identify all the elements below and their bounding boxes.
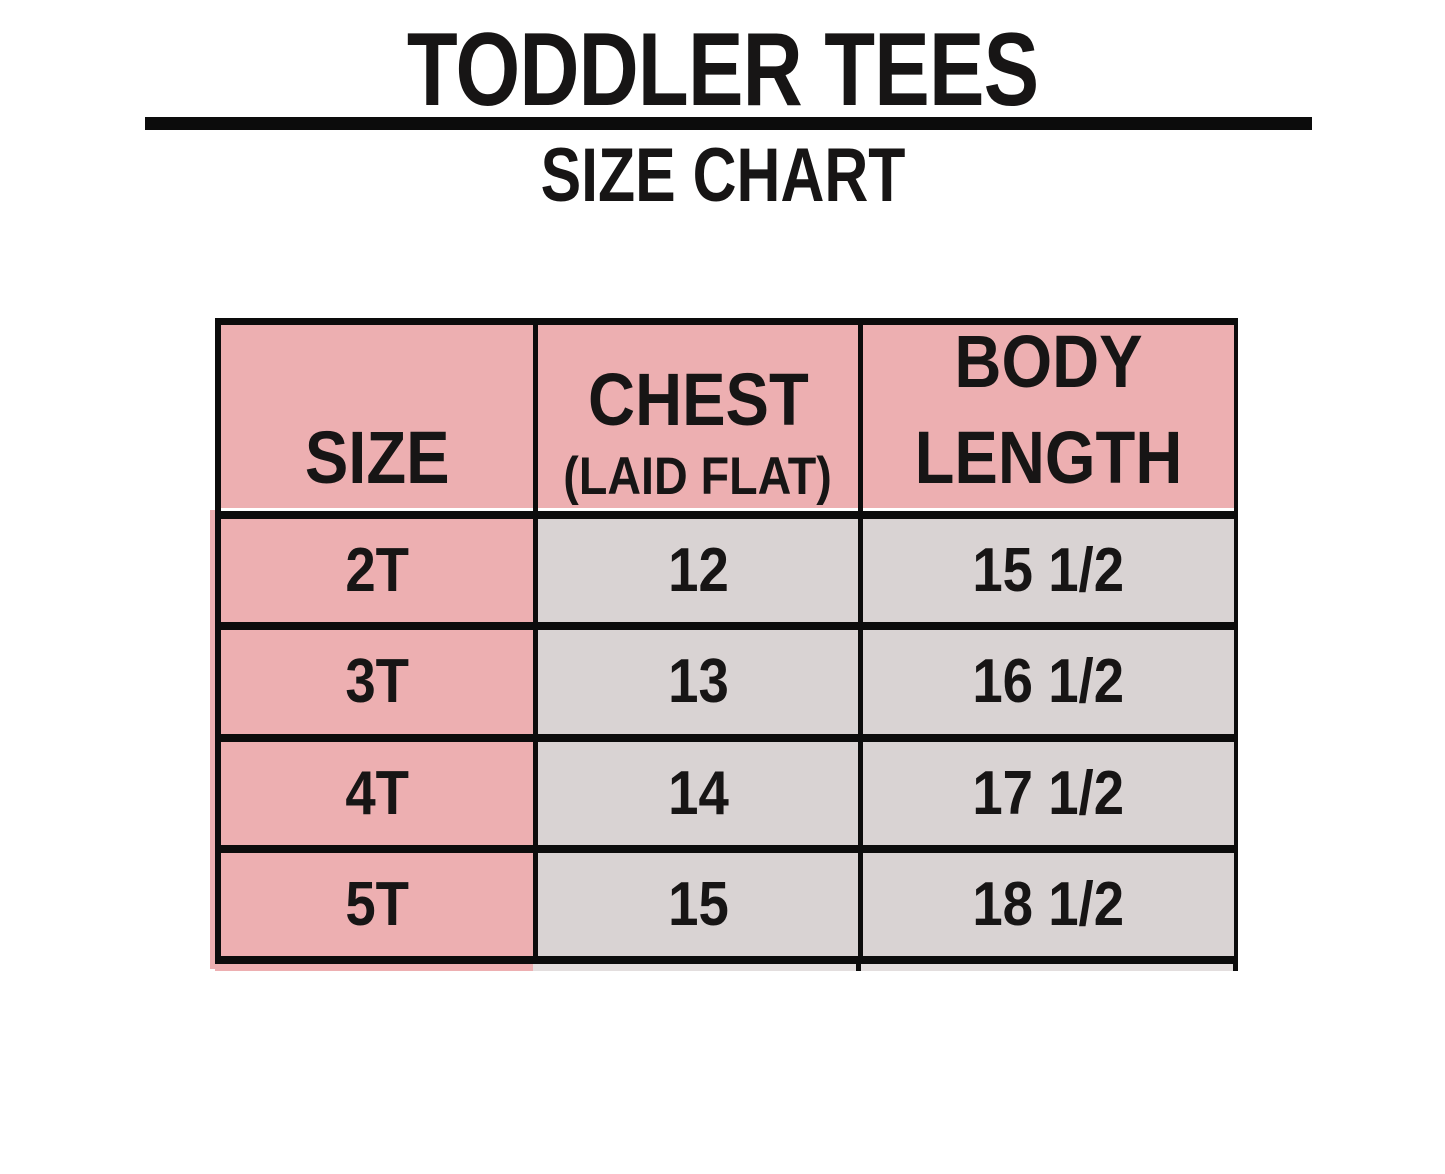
cell-row1-size-text: 2T: [345, 536, 409, 606]
cell-row3-chest: 14: [538, 741, 858, 845]
header-size-label: SIZE: [304, 416, 450, 499]
cell-row4-body-length: 18 1/2: [863, 852, 1234, 956]
cutoff-size-cell: [215, 964, 533, 971]
cell-row1-body-length: 15 1/2: [863, 519, 1234, 623]
header-cell-body-length: BODY LENGTH: [863, 325, 1234, 511]
page-title: TODDLER TEES: [0, 5, 1445, 135]
cell-row2-size: 3T: [221, 630, 533, 734]
cell-row2-chest: 13: [538, 630, 858, 734]
cell-row2-body-length: 16 1/2: [863, 630, 1234, 734]
cell-row2-body-length-text: 16 1/2: [972, 647, 1125, 717]
table-cutoff-next-row: [215, 964, 1238, 971]
cell-row3-body-length: 17 1/2: [863, 741, 1234, 845]
header-chest-label: CHEST: [587, 358, 809, 441]
cell-row3-body-length-text: 17 1/2: [972, 758, 1125, 828]
cell-row1-chest-text: 12: [667, 536, 729, 606]
page-subtitle-text: SIZE CHART: [540, 133, 905, 218]
header-body-length-label: BODY LENGTH: [914, 325, 1183, 499]
cell-row4-body-length-text: 18 1/2: [972, 869, 1125, 939]
cell-row4-chest-text: 15: [667, 869, 729, 939]
cell-row1-size: 2T: [221, 519, 533, 623]
cell-row1-body-length-text: 15 1/2: [972, 536, 1125, 606]
page-title-text: TODDLER TEES: [406, 12, 1039, 128]
cell-row2-chest-text: 13: [667, 647, 729, 717]
cell-row3-chest-text: 14: [667, 758, 729, 828]
cutoff-column-border-stub: [856, 964, 861, 971]
title-divider-line: [145, 117, 1312, 130]
header-cell-chest: CHEST (LAID FLAT): [538, 325, 858, 511]
cell-row3-size-text: 4T: [345, 758, 409, 828]
cell-row4-chest: 15: [538, 852, 858, 956]
cell-row4-size: 5T: [221, 852, 533, 956]
cell-row1-chest: 12: [538, 519, 858, 623]
header-cell-size: SIZE: [221, 325, 533, 511]
cell-row2-size-text: 3T: [345, 647, 409, 717]
cutoff-data-cells: [533, 964, 1238, 971]
cell-row3-size: 4T: [221, 741, 533, 845]
page-subtitle: SIZE CHART: [0, 134, 1445, 218]
cutoff-right-border-stub: [1233, 964, 1238, 971]
cell-row4-size-text: 5T: [345, 869, 409, 939]
size-chart-table: SIZE CHEST (LAID FLAT) BODY LENGTH 2T 12…: [215, 318, 1238, 964]
header-chest-sublabel: (LAID FLAT): [563, 447, 833, 506]
table-left-pink-bleed: [210, 510, 216, 969]
